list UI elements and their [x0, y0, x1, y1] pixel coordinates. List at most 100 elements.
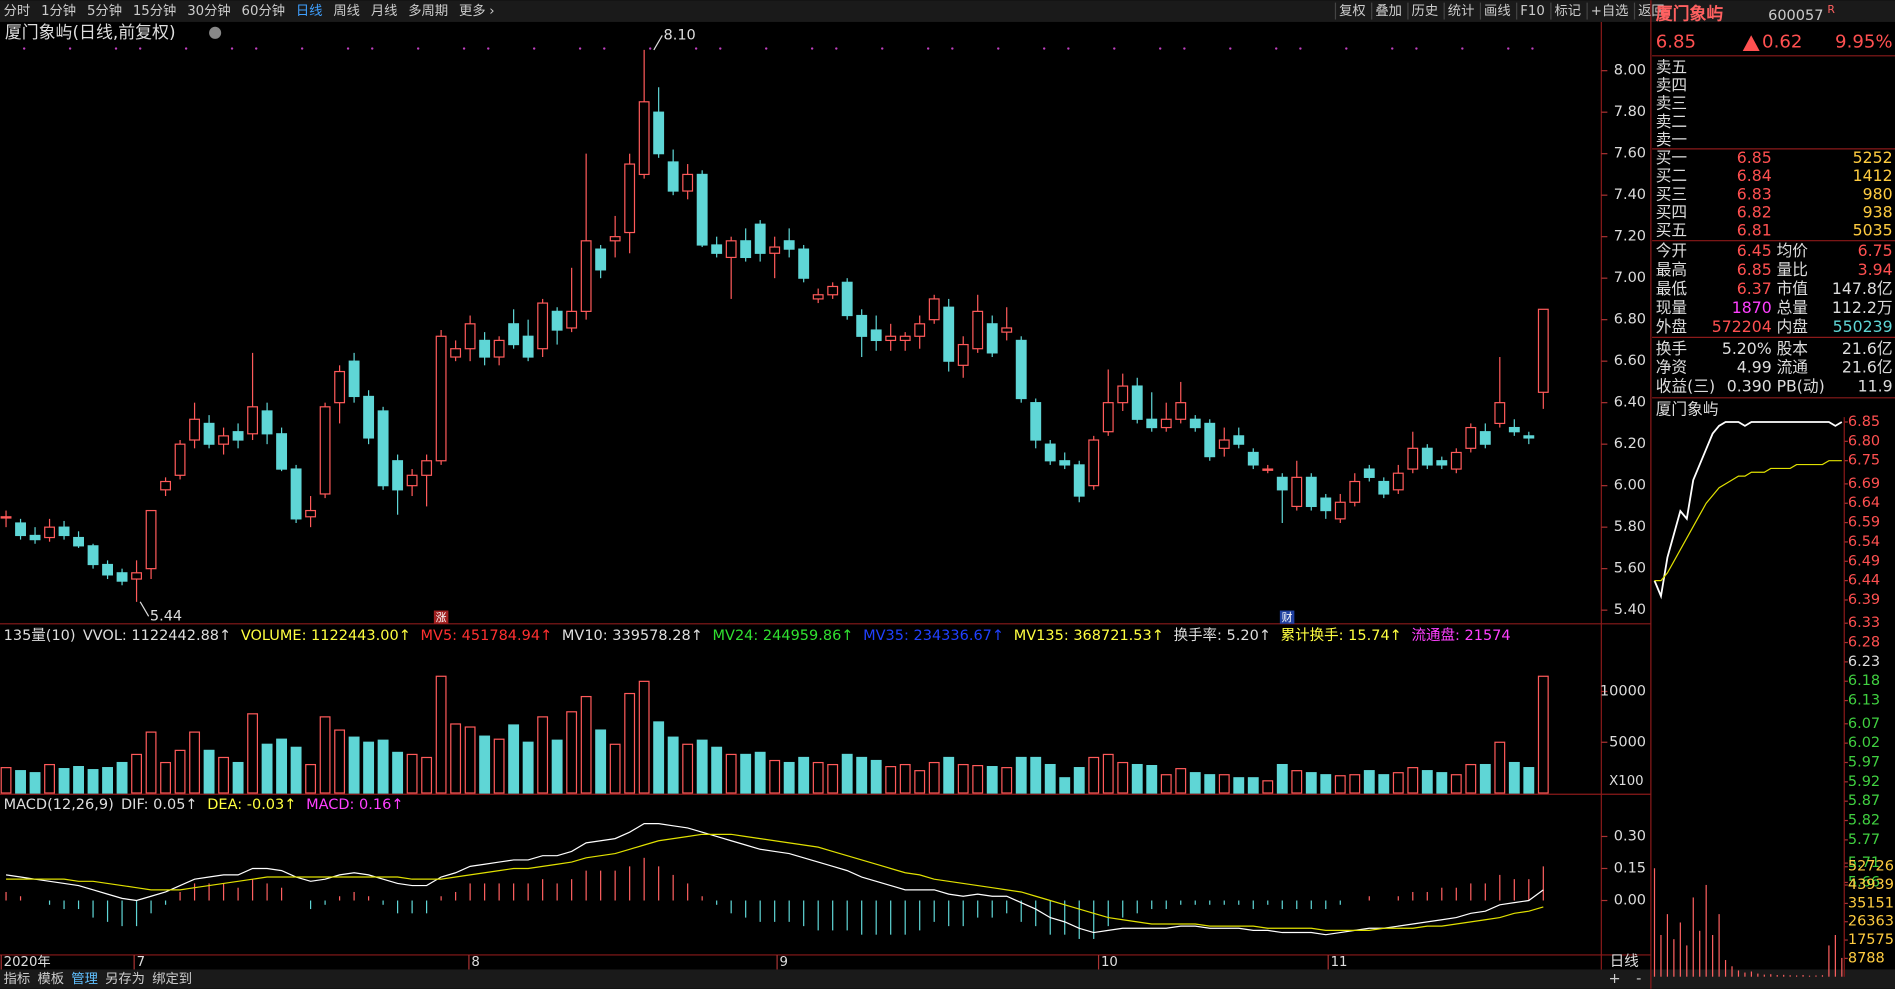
y-tick-label: 5.80: [1614, 519, 1646, 535]
event-marker-bg[interactable]: [1279, 610, 1295, 624]
volume-bar: [1117, 761, 1129, 794]
action-tab[interactable]: 复权: [1339, 2, 1366, 19]
y-tick-label: 7.00: [1614, 270, 1646, 286]
action-tab[interactable]: 叠加: [1375, 3, 1402, 19]
period-tab[interactable]: 分时: [4, 3, 31, 19]
event-marker[interactable]: 财: [1282, 610, 1293, 624]
candle-body: [464, 323, 476, 350]
candle-body: [725, 240, 737, 259]
volume-bar: [160, 761, 172, 794]
candle-body: [218, 435, 230, 445]
candle-body: [798, 248, 810, 279]
candle-body: [276, 433, 288, 470]
bottom-tab[interactable]: 指标: [4, 971, 31, 987]
y-tick-label: 7.40: [1614, 187, 1646, 203]
y-tick-label: 6.85: [1848, 414, 1880, 430]
event-marker-bg[interactable]: [433, 610, 449, 624]
volume-bar: [1378, 774, 1390, 794]
volume-bar: [0, 767, 12, 794]
action-tab[interactable]: +自选: [1591, 3, 1629, 19]
bottom-tab[interactable]: 管理: [71, 971, 98, 987]
intraday-line: [1653, 421, 1843, 600]
volume-bar: [667, 736, 679, 794]
signal-dot: [184, 47, 188, 50]
action-tab[interactable]: 返回: [1638, 3, 1665, 19]
y-tick-label: 7.80: [1614, 104, 1646, 120]
volume-bar: [406, 753, 418, 794]
event-marker[interactable]: 涨: [436, 611, 447, 624]
bid-price: 6.85: [1737, 148, 1772, 167]
volume-bar: [972, 764, 984, 794]
candle-body: [203, 422, 215, 445]
period-tab[interactable]: 月线: [371, 3, 398, 19]
action-tab[interactable]: 标记: [1555, 3, 1582, 19]
volume-bar: [1131, 763, 1143, 794]
period-tab[interactable]: 60分钟: [242, 2, 285, 19]
candle-body: [928, 298, 940, 321]
action-tab[interactable]: F10: [1520, 4, 1545, 19]
zoom-in[interactable]: +: [1609, 971, 1621, 987]
legend-item: MV24: 244959.86↑: [713, 628, 854, 644]
period-tab[interactable]: 30分钟: [187, 2, 230, 19]
volume-bar: [725, 753, 737, 794]
volume-tick-label: 8788: [1848, 950, 1885, 966]
action-tab[interactable]: 统计: [1448, 3, 1475, 19]
y-tick-label: 5.87: [1848, 793, 1880, 809]
period-tab[interactable]: 15分钟: [133, 2, 176, 19]
candle-body: [537, 302, 549, 350]
price-annotation: 5.44: [150, 608, 182, 624]
volume-bar: [1088, 756, 1100, 794]
period-tab[interactable]: 多周期: [408, 2, 448, 19]
title-menu-icon[interactable]: [209, 26, 222, 39]
candle-body: [377, 410, 389, 487]
candle-body: [638, 101, 650, 176]
y-tick-label: 6.18: [1848, 673, 1880, 689]
macd-line: [6, 833, 1544, 932]
action-tab[interactable]: 历史: [1412, 3, 1439, 19]
signal-dot: [648, 47, 652, 50]
stat-label: 股本: [1777, 339, 1809, 358]
period-tab[interactable]: 更多: [459, 2, 486, 19]
legend-item: 换手率: 5.20↑: [1174, 627, 1271, 644]
y-tick-label: 5.77: [1848, 832, 1880, 848]
y-tick-label: 6.23: [1848, 654, 1880, 670]
signal-dot: [1067, 47, 1070, 50]
stat-label: 现量: [1656, 298, 1687, 317]
ask-label: 卖二: [1656, 112, 1687, 131]
bottom-tab[interactable]: 另存为: [105, 971, 145, 987]
volume-bar: [1276, 763, 1288, 794]
y-tick-label: 6.28: [1848, 635, 1880, 651]
bottom-tab[interactable]: 模板: [37, 971, 64, 987]
action-tab[interactable]: 画线: [1484, 3, 1511, 19]
period-tab[interactable]: 日线: [296, 3, 323, 19]
y-tick-label: 6.54: [1848, 534, 1880, 550]
volume-bar: [1291, 770, 1303, 794]
ask-label: 卖五: [1656, 57, 1687, 76]
volume-bar: [914, 770, 926, 794]
y-tick-label: 6.80: [1614, 312, 1646, 328]
period-tab[interactable]: 周线: [333, 3, 360, 19]
candle-body: [1450, 451, 1462, 470]
bottom-period[interactable]: 日线: [1610, 953, 1639, 970]
candle-body: [421, 460, 433, 476]
zoom-out[interactable]: -: [1636, 971, 1641, 987]
stat-value: 3.94: [1858, 260, 1893, 279]
bottom-tab[interactable]: 绑定到: [152, 971, 192, 987]
stat-value: 21.6亿: [1842, 339, 1893, 358]
legend-item: DEA: -0.03↑: [207, 797, 296, 813]
stat-label: 总量: [1777, 298, 1808, 317]
stat-label: 市值: [1777, 279, 1809, 298]
period-tab[interactable]: 1分钟: [41, 2, 76, 19]
y-tick-label: 6.49: [1848, 553, 1880, 569]
y-tick-label: 6.75: [1848, 453, 1880, 469]
period-tab[interactable]: 5分钟: [87, 2, 122, 19]
volume-tick-label: 52726: [1848, 859, 1894, 875]
volume-bar: [1160, 774, 1172, 794]
signal-dot: [1275, 47, 1278, 50]
volume-bar: [812, 761, 824, 794]
candle-body: [247, 406, 259, 435]
bid-label: 买五: [1656, 221, 1687, 240]
candle-body: [58, 526, 70, 537]
volume-bar: [1421, 770, 1433, 794]
